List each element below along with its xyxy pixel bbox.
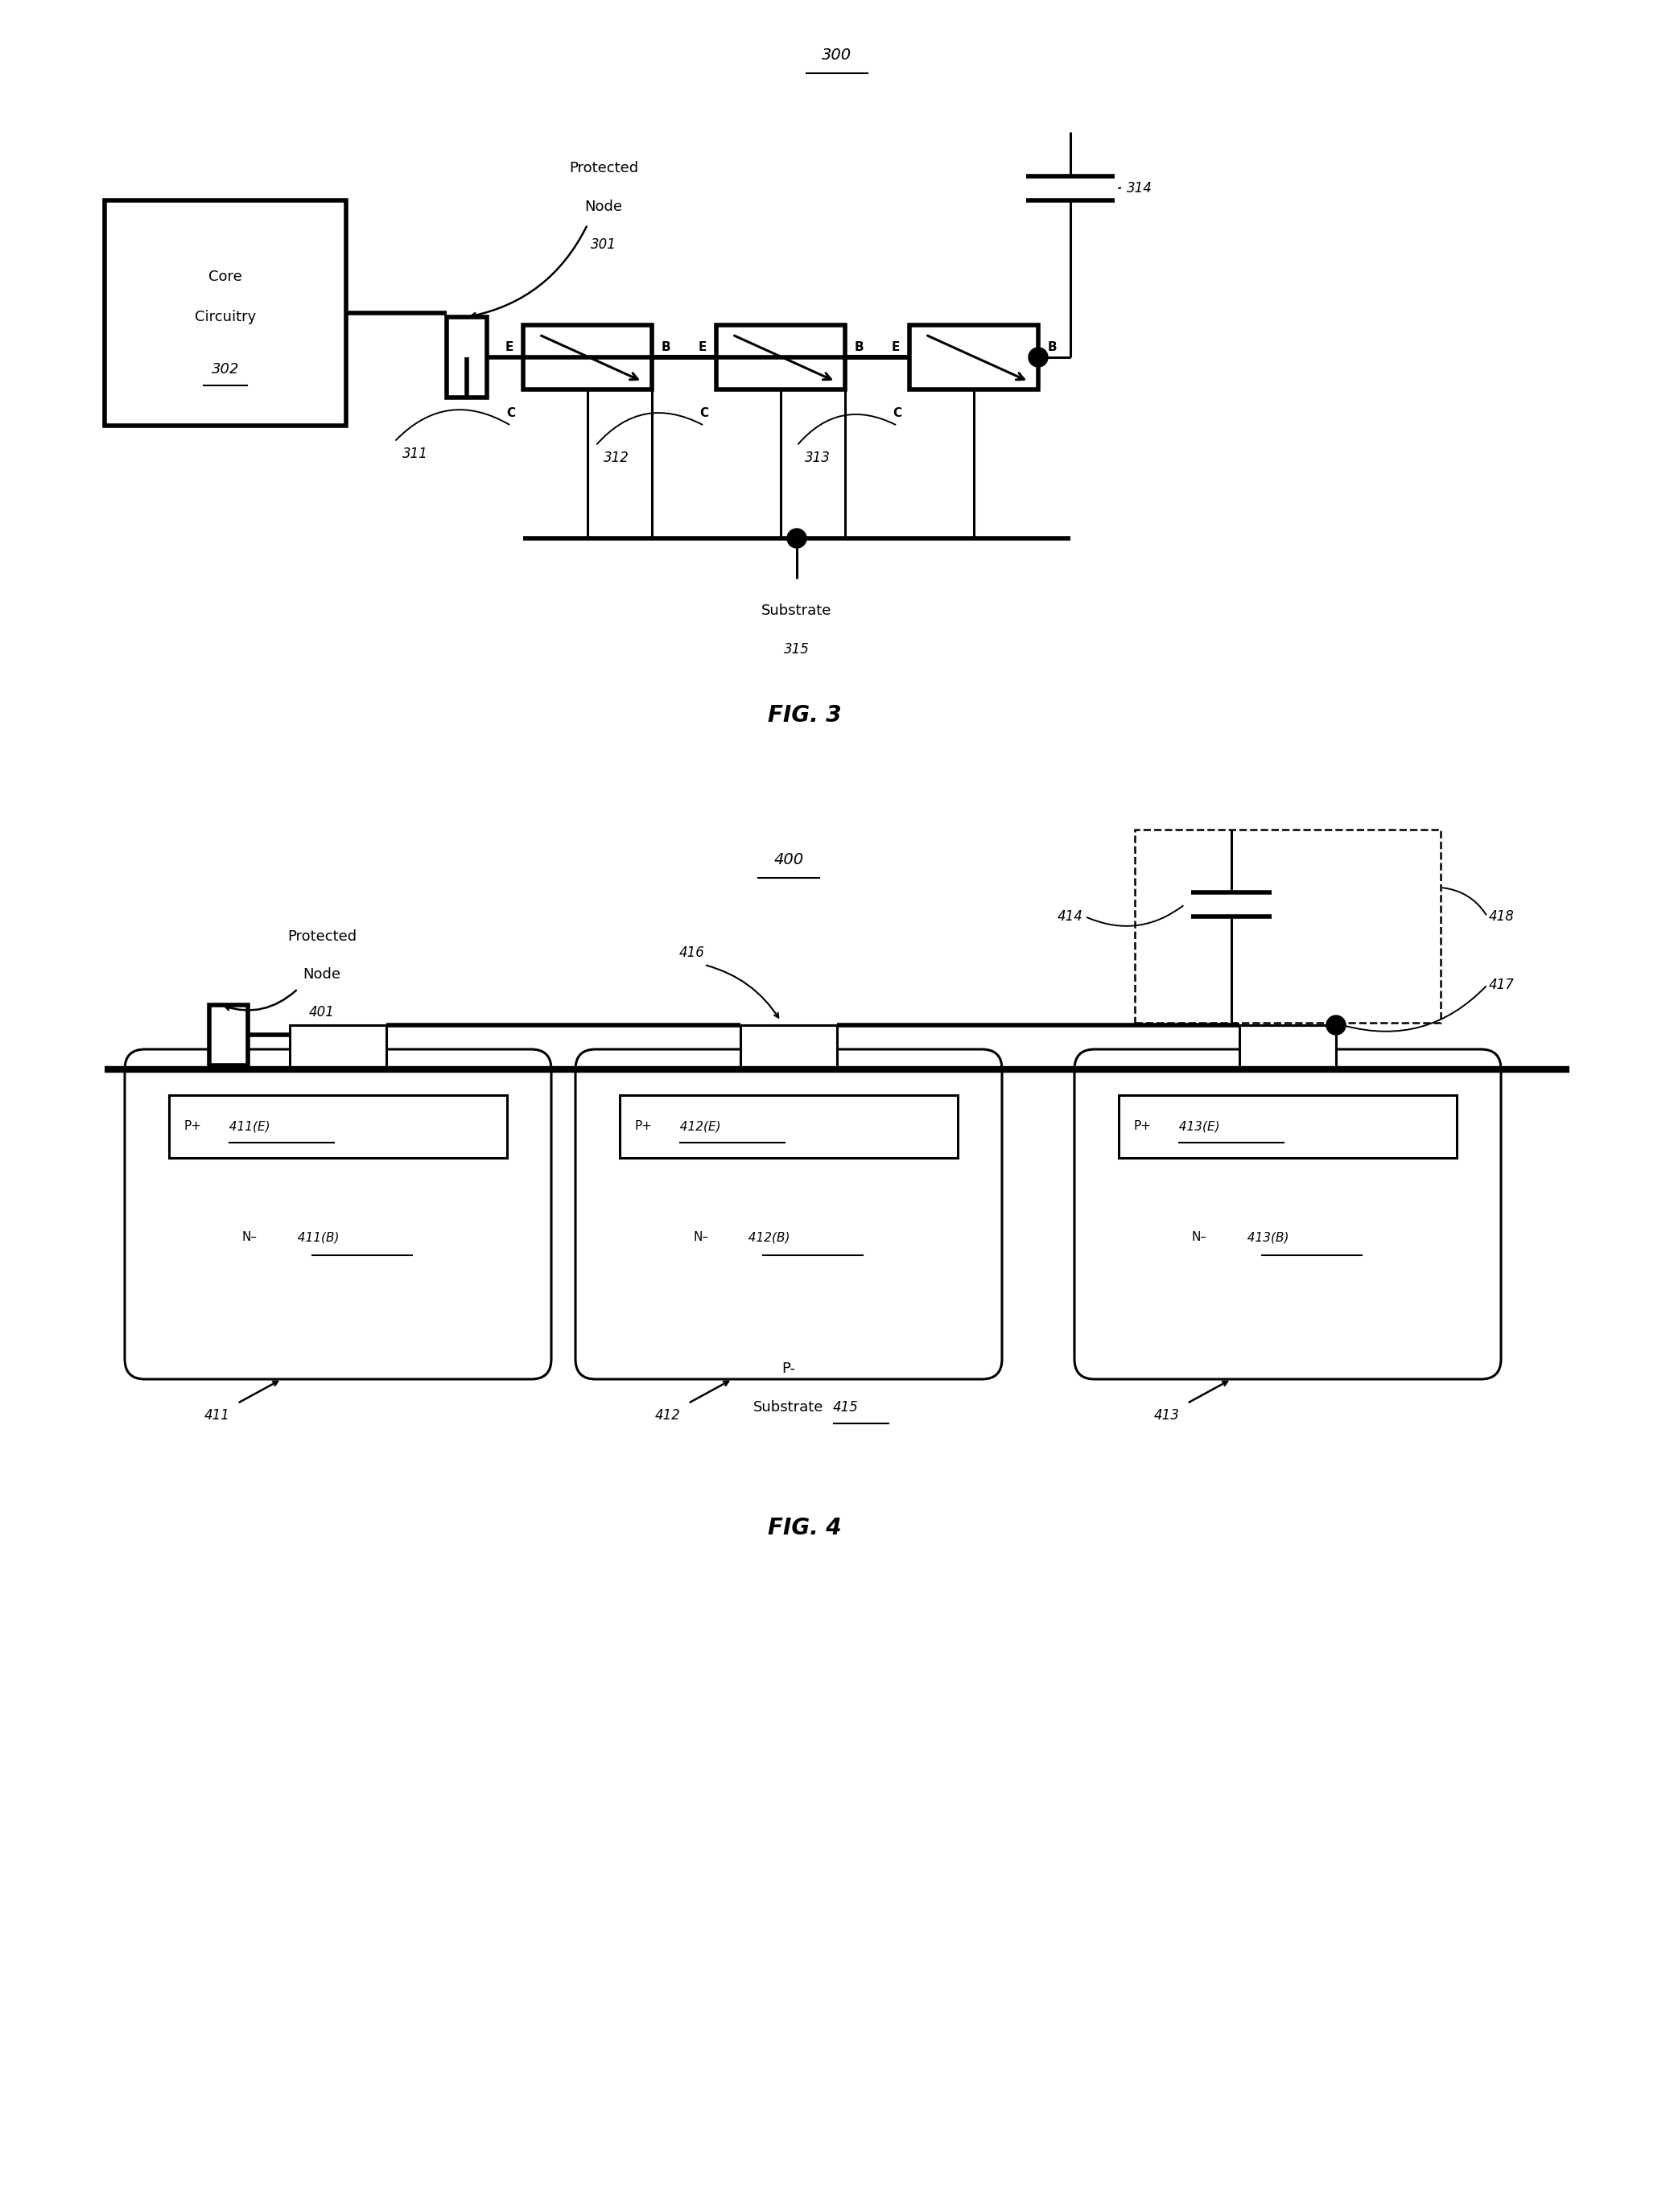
Text: 412(B): 412(B) bbox=[740, 1232, 790, 1243]
Bar bbox=[740, 1024, 837, 1068]
Text: 314: 314 bbox=[1127, 181, 1152, 195]
Text: 413: 413 bbox=[1154, 1409, 1179, 1422]
Text: 300: 300 bbox=[822, 49, 852, 64]
Text: E: E bbox=[892, 341, 900, 354]
Circle shape bbox=[1029, 347, 1047, 367]
Bar bbox=[523, 325, 651, 389]
Text: 400: 400 bbox=[773, 852, 803, 867]
Circle shape bbox=[1326, 1015, 1346, 1035]
Text: 411(E): 411(E) bbox=[222, 1121, 271, 1133]
Text: P-: P- bbox=[782, 1360, 795, 1376]
Text: P+: P+ bbox=[1134, 1121, 1151, 1133]
Text: FIG. 4: FIG. 4 bbox=[768, 1517, 842, 1540]
Text: E: E bbox=[698, 341, 706, 354]
Bar bbox=[1136, 830, 1441, 1022]
Text: Node: Node bbox=[302, 967, 341, 982]
Text: N–: N– bbox=[242, 1232, 257, 1243]
Text: B: B bbox=[1047, 341, 1057, 354]
Text: Protected: Protected bbox=[287, 929, 357, 945]
Text: C: C bbox=[892, 407, 902, 420]
Text: 411: 411 bbox=[204, 1409, 230, 1422]
Text: 415: 415 bbox=[833, 1400, 858, 1416]
Text: Substrate: Substrate bbox=[753, 1400, 823, 1416]
Text: 301: 301 bbox=[591, 237, 616, 252]
Bar bbox=[289, 1024, 386, 1068]
Text: Core: Core bbox=[209, 270, 242, 283]
Text: N–: N– bbox=[693, 1232, 708, 1243]
Text: 315: 315 bbox=[783, 641, 810, 657]
Text: FIG. 3: FIG. 3 bbox=[768, 703, 842, 726]
Circle shape bbox=[787, 529, 807, 549]
Text: 401: 401 bbox=[309, 1004, 334, 1020]
Text: Circuitry: Circuitry bbox=[195, 310, 256, 325]
Text: 412(E): 412(E) bbox=[671, 1121, 721, 1133]
Text: C: C bbox=[506, 407, 514, 420]
Text: B: B bbox=[855, 341, 863, 354]
Text: N–: N– bbox=[1192, 1232, 1207, 1243]
FancyBboxPatch shape bbox=[576, 1048, 1002, 1378]
Bar bbox=[910, 325, 1039, 389]
Text: Protected: Protected bbox=[569, 161, 638, 175]
Bar bbox=[620, 1095, 957, 1157]
Text: 413(E): 413(E) bbox=[1171, 1121, 1219, 1133]
Text: 416: 416 bbox=[680, 945, 705, 960]
Text: P+: P+ bbox=[184, 1121, 200, 1133]
Text: 312: 312 bbox=[603, 451, 630, 465]
Text: P+: P+ bbox=[635, 1121, 651, 1133]
Text: 412: 412 bbox=[655, 1409, 681, 1422]
Text: B: B bbox=[661, 341, 671, 354]
Text: 418: 418 bbox=[1490, 909, 1515, 925]
Bar bbox=[446, 316, 488, 398]
Text: 413(B): 413(B) bbox=[1239, 1232, 1289, 1243]
Text: E: E bbox=[504, 341, 513, 354]
Text: 414: 414 bbox=[1057, 909, 1084, 925]
Text: Node: Node bbox=[584, 199, 623, 215]
FancyBboxPatch shape bbox=[125, 1048, 551, 1378]
Text: 302: 302 bbox=[212, 363, 239, 376]
Text: 311: 311 bbox=[402, 447, 428, 460]
Bar bbox=[1239, 1024, 1336, 1068]
Bar bbox=[1119, 1095, 1456, 1157]
Text: C: C bbox=[700, 407, 708, 420]
Text: Substrate: Substrate bbox=[762, 604, 832, 617]
Text: 313: 313 bbox=[805, 451, 830, 465]
Bar bbox=[169, 1095, 508, 1157]
Text: 417: 417 bbox=[1490, 978, 1515, 993]
Bar bbox=[209, 1004, 247, 1066]
Bar bbox=[105, 201, 346, 425]
FancyBboxPatch shape bbox=[1074, 1048, 1501, 1378]
Text: 411(B): 411(B) bbox=[289, 1232, 339, 1243]
Bar bbox=[716, 325, 845, 389]
